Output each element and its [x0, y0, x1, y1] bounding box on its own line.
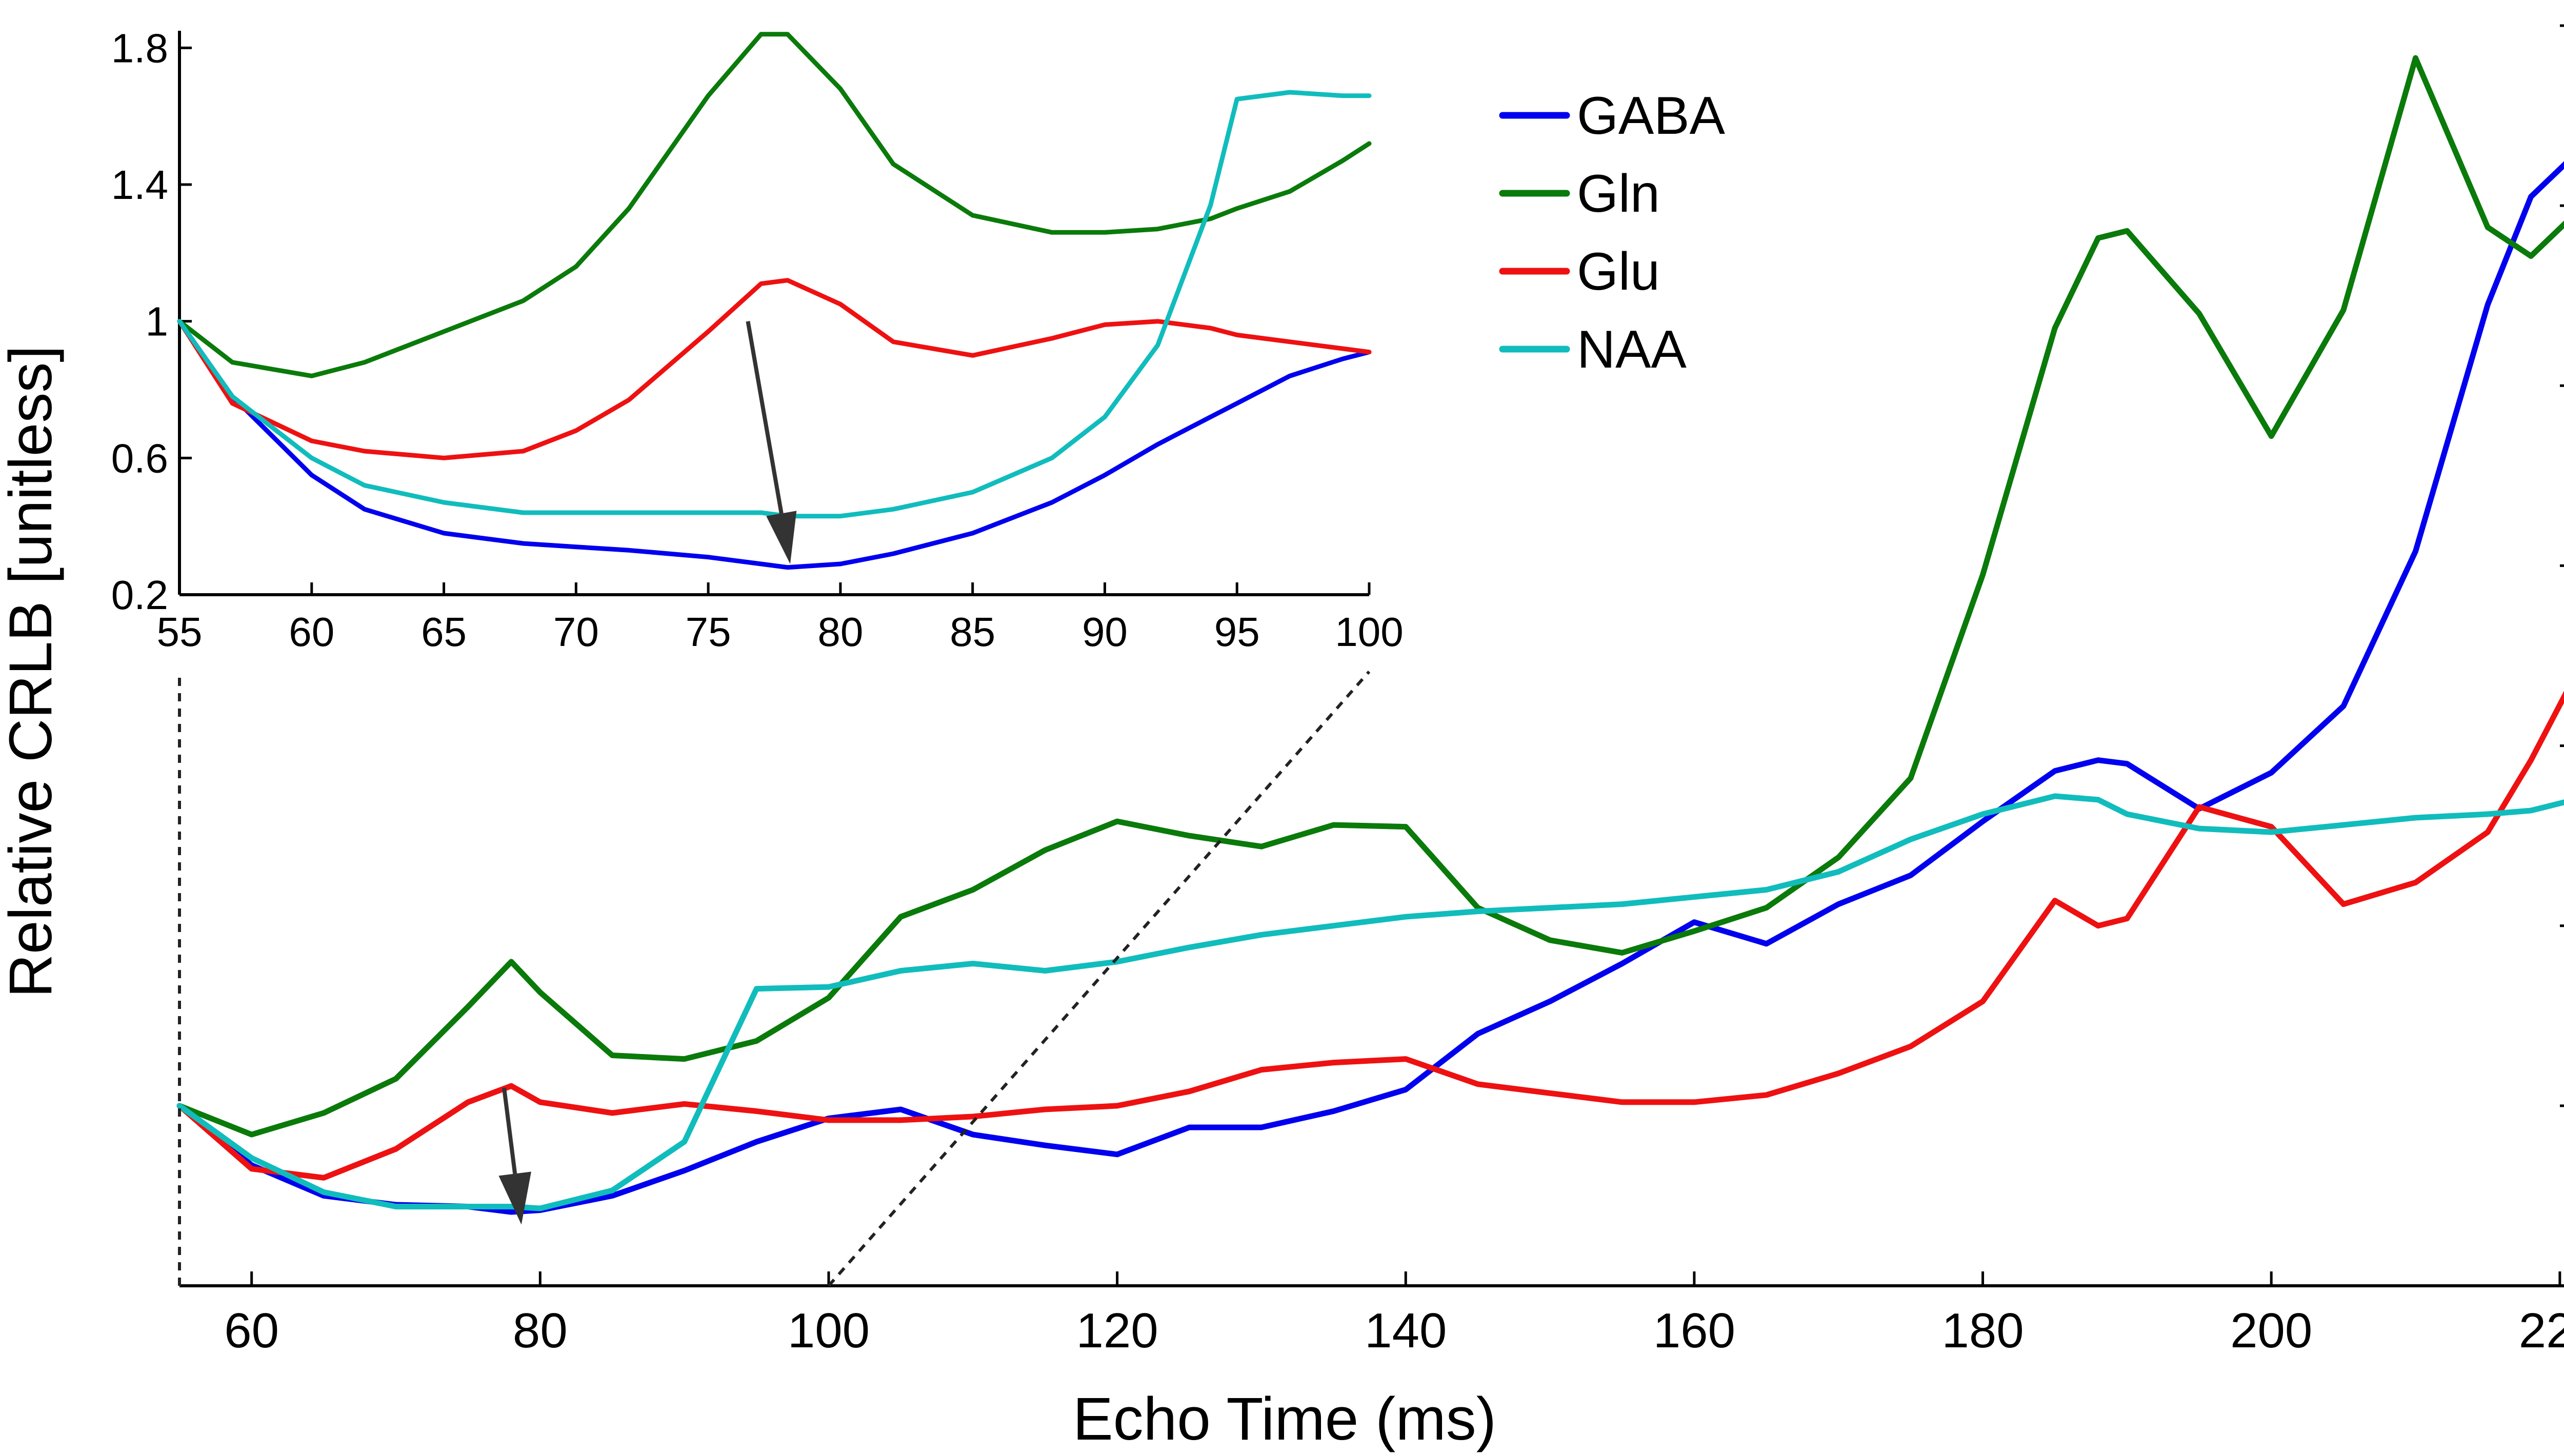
series-line-naa: [176, 793, 2564, 1211]
legend-label: NAA: [1577, 320, 1687, 379]
series-line-gaba: [176, 161, 2564, 1215]
annotation-arrow-head: [498, 1171, 531, 1225]
series-line-gln: [176, 55, 2564, 1138]
legend-item-gln: Gln: [1499, 164, 1660, 224]
main-x-tick-label: 160: [1653, 1303, 1735, 1358]
legend-item-naa: NAA: [1499, 320, 1687, 379]
annotation-arrow-head: [766, 511, 797, 564]
main-x-tick-label: 60: [224, 1303, 279, 1358]
inset-x-tick-label: 80: [817, 609, 863, 655]
inset-y-tick-label: 1: [146, 299, 169, 345]
legend-item-gaba: GABA: [1499, 86, 1726, 146]
main-x-tick-label: 180: [1941, 1303, 2024, 1358]
series-line-glu: [176, 691, 2564, 1181]
inset-minimum-arrow: [746, 320, 797, 564]
main-x-tick-label: 100: [788, 1303, 870, 1358]
legend-label: GABA: [1577, 86, 1726, 146]
legend-label: Glu: [1577, 242, 1660, 301]
inset-y-tick-label: 0.6: [111, 435, 168, 481]
main-x-tick-label: 140: [1365, 1303, 1447, 1358]
inset-x-tick-label: 90: [1082, 609, 1128, 655]
inset-x-tick-label: 65: [421, 609, 467, 655]
inset-x-tick-label: 75: [686, 609, 731, 655]
inset-x-tick-label: 55: [157, 609, 203, 655]
inset-x-tick-label: 100: [1335, 609, 1403, 655]
inset-x-tick-label: 70: [553, 609, 599, 655]
y-axis-title: Relative CRLB [unitless]: [0, 346, 65, 998]
inset-x-tick-label: 60: [289, 609, 334, 655]
annotation-arrow-shaft: [746, 320, 784, 514]
x-axis-title: Echo Time (ms): [1073, 1385, 1496, 1453]
main-minimum-arrow: [498, 1087, 531, 1225]
inset-x-tick-label: 85: [950, 609, 995, 655]
main-x-tick-label: 120: [1076, 1303, 1158, 1358]
legend: GABA Gln Glu NAA: [1499, 86, 1726, 379]
inset-y-tick-label: 1.4: [111, 162, 168, 208]
legend-item-glu: Glu: [1499, 242, 1660, 301]
annotation-arrow-shaft: [502, 1087, 517, 1174]
inset-y-tick-label: 0.2: [111, 572, 168, 618]
main-x-tick-label: 80: [513, 1303, 568, 1358]
inset-series-line-naa: [177, 90, 1372, 519]
inset-x-tick-label: 95: [1214, 609, 1260, 655]
inset-series-line-gaba: [177, 319, 1372, 570]
inset-chart: 55 60 65 70 75 80 85 90 95 100 0.2 0.6 1 1.4 1.8: [111, 25, 1404, 655]
inset-series-line-glu: [177, 278, 1372, 460]
legend-label: Gln: [1577, 164, 1660, 224]
main-x-tick-label: 200: [2230, 1303, 2312, 1358]
zoom-guide-right: [827, 671, 1371, 1287]
main-x-tick-label: 220: [2519, 1303, 2564, 1358]
inset-series-line-gln: [177, 32, 1372, 378]
inset-y-tick-label: 1.8: [111, 25, 168, 71]
